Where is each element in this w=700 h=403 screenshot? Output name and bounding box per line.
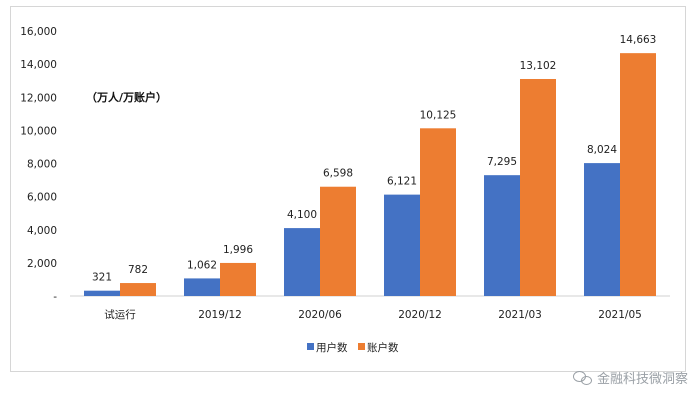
y-tick-label: -: [53, 291, 57, 303]
data-label: 13,102: [520, 60, 557, 72]
legend-swatch-users: [307, 343, 314, 350]
y-tick-label: 16,000: [20, 26, 57, 38]
legend-swatch-accounts: [358, 343, 365, 350]
unit-label: （万人/万账户）: [86, 90, 167, 104]
data-label: 321: [92, 272, 112, 284]
bar-users: [84, 290, 120, 296]
data-label: 10,125: [420, 109, 457, 121]
y-tick-label: 14,000: [20, 59, 57, 71]
data-label: 4,100: [287, 209, 317, 221]
bar-users: [384, 194, 420, 296]
x-tick-label: 2020/06: [298, 309, 342, 321]
x-tick-label: 2021/05: [598, 309, 642, 321]
y-tick-label: 12,000: [20, 92, 57, 104]
y-tick-label: 6,000: [27, 192, 57, 204]
bar-users: [584, 163, 620, 296]
x-tick-label: 试运行: [104, 308, 136, 321]
bar-users: [284, 228, 320, 296]
x-tick-label: 2020/12: [398, 309, 442, 321]
bar-accounts: [320, 186, 356, 296]
data-label: 782: [128, 264, 148, 276]
y-tick-label: 10,000: [20, 125, 57, 137]
legend-label: 用户数: [316, 341, 348, 354]
wechat-icon: [572, 370, 593, 385]
data-label: 14,663: [620, 34, 657, 46]
bar-users: [184, 278, 220, 296]
x-tick-label: 2021/03: [498, 309, 542, 321]
y-axis: - 2,000 4,000 6,000 8,000 10,000 12,000 14,000 1…: [20, 26, 57, 303]
bar-accounts: [220, 262, 256, 296]
data-label: 6,598: [323, 168, 353, 180]
bar-accounts: [120, 283, 156, 296]
data-label: 1,062: [187, 259, 217, 271]
legend-label: 账户数: [367, 341, 399, 354]
bar-accounts: [420, 128, 456, 296]
x-axis: 试运行 2019/12 2020/06 2020/12 2021/03 2021/05: [104, 308, 642, 321]
data-label: 8,024: [587, 144, 617, 156]
watermark: 金融科技微洞察: [572, 368, 688, 387]
bar-users: [484, 175, 520, 296]
bar-accounts: [520, 78, 556, 296]
y-tick-label: 8,000: [27, 159, 57, 171]
bars: 321 782 1,062 1,996 4,100 6,598 6,121 10,125 7,2…: [84, 34, 657, 297]
watermark-text: 金融科技微洞察: [596, 372, 688, 387]
data-label: 7,295: [487, 156, 517, 168]
y-tick-label: 2,000: [27, 258, 57, 270]
legend: 用户数 账户数: [307, 341, 399, 354]
x-tick-label: 2019/12: [198, 309, 242, 321]
y-tick-label: 4,000: [27, 225, 57, 237]
bar-accounts: [620, 53, 656, 297]
data-label: 6,121: [387, 176, 417, 188]
data-label: 1,996: [223, 244, 253, 256]
